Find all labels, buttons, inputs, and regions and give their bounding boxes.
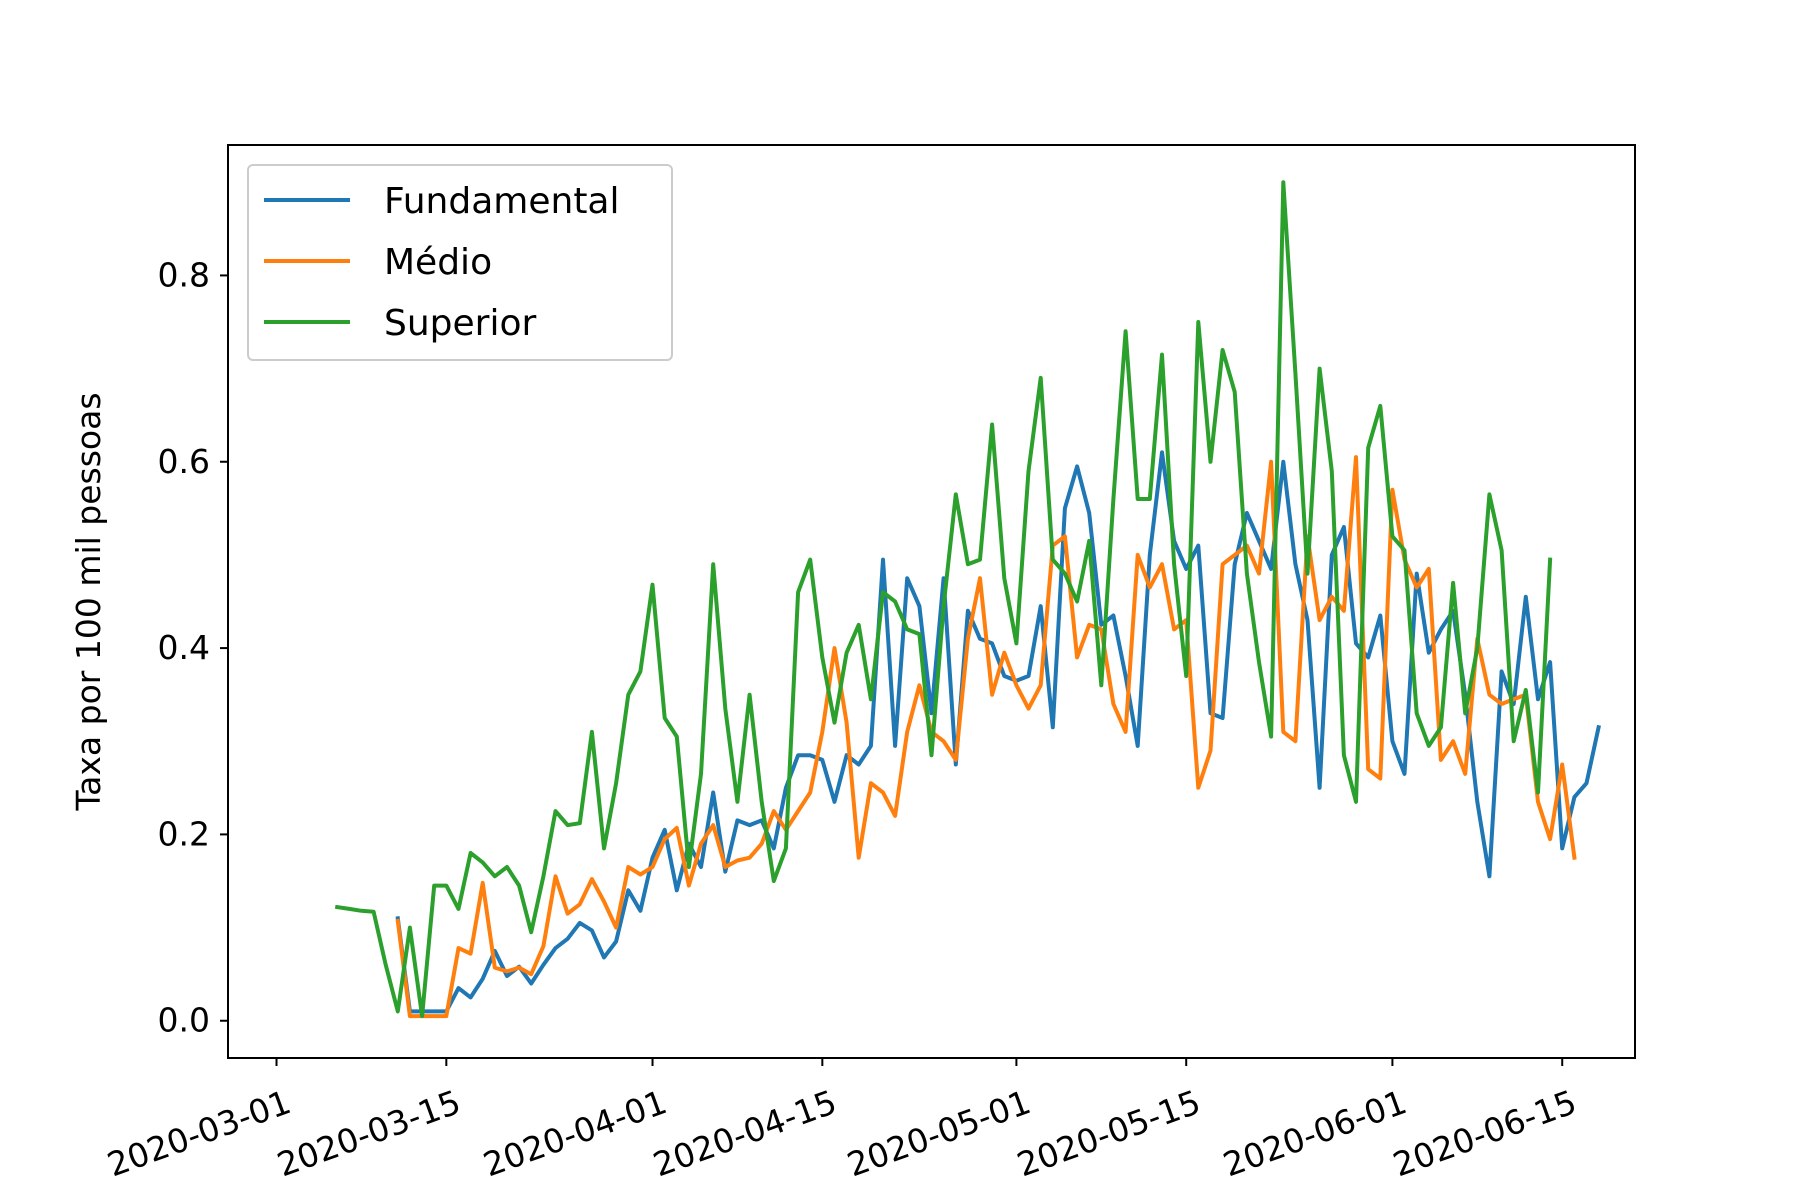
y-axis-ticks: 0.0 0.2 0.4 0.6 0.8 [158, 255, 228, 1040]
y-tick-label: 0.0 [158, 1001, 210, 1040]
y-tick-label: 0.4 [158, 628, 210, 667]
legend-label-medio: Médio [384, 242, 492, 283]
plot-frame [227, 144, 1636, 1059]
plot-lines [334, 180, 1601, 1019]
y-tick-label: 0.6 [158, 442, 210, 481]
series-line-medio [395, 455, 1577, 1019]
series-line-superior [334, 180, 1553, 1019]
legend-label-superior: Superior [384, 303, 536, 344]
y-tick-label: 0.8 [158, 255, 210, 294]
series-line-fundamental [395, 450, 1601, 1014]
y-tick-label: 0.2 [158, 814, 210, 853]
y-axis-label: Taxa por 100 mil pessoas [69, 392, 108, 811]
legend-box [247, 164, 673, 361]
legend-label-fundamental: Fundamental [384, 181, 620, 222]
legend: Fundamental Médio Superior [247, 164, 673, 361]
